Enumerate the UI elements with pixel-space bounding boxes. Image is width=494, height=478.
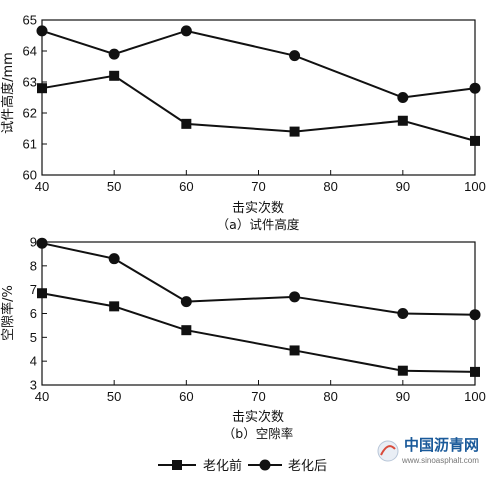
chart-a-x-tick-label: 50: [107, 179, 121, 194]
chart-b-x-tick-label: 70: [251, 389, 265, 404]
chart-b-x-tick-label: 40: [35, 389, 49, 404]
chart-b-x-tick-label: 80: [323, 389, 337, 404]
chart-a-xlabel: 击实次数: [232, 200, 284, 216]
chart-b-square-point: [109, 301, 120, 312]
chart-b-y-tick-label: 4: [30, 354, 37, 369]
chart-a-square-point: [37, 83, 47, 94]
chart-b-x-tick-label: 60: [179, 389, 193, 404]
chart-b-circle-point: [36, 237, 48, 249]
chart-a-circle-point: [469, 82, 481, 94]
chart-b-circle-point: [397, 308, 409, 319]
chart-b: 击实次数 （b）空隙率 空隙率/% 40 50 60 70 80 90 100 3 4 5 6 7 8 9: [0, 235, 486, 442]
chart-b-series-line-1: [41, 292, 476, 373]
chart-b-y-tick-label: 3: [30, 378, 37, 393]
chart-a-series-line-2: [41, 29, 476, 99]
chart-b-series-line-2: [41, 242, 476, 316]
chart-a: 击实次数 （a）试件高度 试件高度/mm 40 50 60 70 80 90 100 60 61…: [0, 13, 486, 233]
chart-b-circle-point: [289, 291, 301, 303]
chart-b-circle-point: [469, 309, 481, 321]
chart-b-square-point: [470, 366, 480, 377]
chart-a-y-tick-label: 63: [23, 75, 37, 90]
chart-b-caption: （b）空隙率: [223, 426, 293, 441]
chart-a-x-tick-label: 80: [323, 179, 337, 194]
chart-b-y-tick-label: 9: [30, 235, 37, 250]
chart-b-square-point: [181, 325, 192, 336]
chart-a-y-tick-label: 64: [23, 44, 37, 59]
watermark-name: 中国沥青网: [404, 436, 479, 454]
chart-a-ylabel: 试件高度/mm: [0, 52, 16, 134]
chart-a-x-tick-label: 70: [251, 179, 265, 194]
chart-a-square-point: [109, 70, 120, 81]
circle-marker-icon: [259, 459, 271, 471]
chart-b-y-tick-label: 5: [30, 330, 37, 345]
chart-a-y-tick-label: 65: [23, 13, 37, 28]
chart-a-circle-point: [289, 50, 301, 62]
chart-a-circle-point: [180, 25, 192, 37]
watermark: 中国沥青网 www.sinoasphalt.com: [377, 436, 479, 465]
chart-a-y-tick-label: 62: [23, 106, 37, 121]
chart-b-x-tick-label: 90: [396, 389, 410, 404]
square-marker-icon: [172, 460, 182, 470]
chart-b-circle-point: [180, 296, 192, 308]
chart-b-square-point: [397, 365, 408, 376]
chart-a-x-tick-label: 40: [35, 179, 49, 194]
chart-b-circle-point: [108, 253, 120, 265]
legend: 老化前 老化后: [158, 458, 327, 474]
chart-b-xlabel: 击实次数: [232, 409, 284, 425]
legend-item-after: 老化后: [248, 459, 327, 474]
chart-b-ylabel: 空隙率/%: [0, 285, 16, 341]
chart-a-caption: （a）试件高度: [217, 217, 300, 232]
chart-a-circle-point: [108, 48, 120, 60]
chart-b-x-tick-label: 50: [107, 389, 121, 404]
chart-a-square-point: [289, 126, 300, 137]
chart-a-series-line-1: [41, 74, 476, 142]
legend-label-before: 老化前: [203, 458, 242, 474]
chart-b-square-point: [37, 288, 47, 299]
chart-a-x-tick-label: 90: [396, 179, 410, 194]
legend-item-before: 老化前: [158, 458, 242, 474]
chart-a-x-tick-label: 100: [464, 179, 486, 194]
legend-label-after: 老化后: [288, 459, 327, 474]
chart-a-square-point: [181, 118, 192, 129]
chart-a-x-tick-label: 60: [179, 179, 193, 194]
chart-a-circle-point: [397, 92, 409, 103]
watermark-url: www.sinoasphalt.com: [401, 456, 479, 465]
chart-a-y-tick-label: 60: [23, 168, 37, 183]
chart-a-square-point: [397, 115, 408, 126]
chart-b-y-tick-label: 8: [30, 258, 37, 273]
logo-icon: [377, 440, 399, 462]
chart-b-y-tick-label: 6: [30, 306, 37, 321]
chart-a-square-point: [470, 135, 480, 146]
chart-b-x-tick-label: 100: [464, 389, 486, 404]
chart-b-y-tick-label: 7: [30, 282, 37, 297]
chart-b-square-point: [289, 345, 300, 356]
chart-a-y-tick-label: 61: [23, 137, 37, 152]
chart-a-circle-point: [36, 25, 48, 37]
